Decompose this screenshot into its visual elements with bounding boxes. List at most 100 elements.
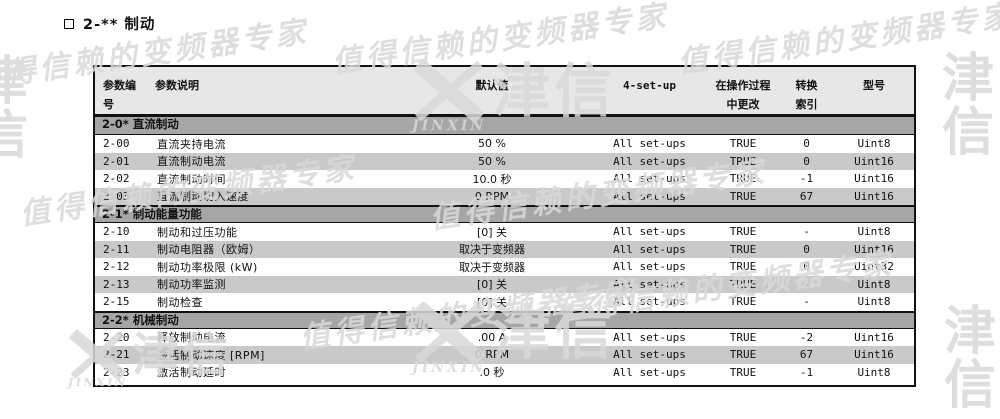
- param-number-cell: 2-01: [103, 154, 130, 168]
- section-header-row: 2-0* 直流制动: [95, 117, 914, 135]
- default-value-cell: 0 RPM: [474, 348, 510, 362]
- change-during-operation-cell: TRUE: [729, 172, 757, 186]
- conversion-index-cell: -: [803, 295, 810, 309]
- header-conversion-index: 转换 索引: [795, 79, 818, 111]
- table-row: 2-15 制动检查 [0] 关 All set-ups TRUE - Uint8: [95, 293, 914, 311]
- type-cell: Uint16: [854, 348, 894, 362]
- type-cell: Uint16: [854, 242, 894, 256]
- header-param-description: 参数说明: [155, 79, 199, 92]
- param-description-cell: 直流制动切入速度: [157, 190, 249, 204]
- param-description-cell: 制动电阻器（欧姆）: [157, 243, 261, 257]
- conversion-index-cell: 0: [803, 242, 810, 256]
- change-during-operation-cell: TRUE: [729, 330, 757, 344]
- default-value-cell: .0 秒: [479, 366, 505, 380]
- table-row: 2-01 直流制动电流 50 % All set-ups TRUE 0 Uint16: [95, 152, 914, 170]
- param-number-cell: 2-00: [103, 137, 130, 151]
- table-row: 2-23 激活制动延时 .0 秒 All set-ups TRUE -1 Uint8: [95, 363, 914, 381]
- header-default-value: 默认值: [475, 79, 509, 92]
- jinxin-cjk-watermark: 津 信: [943, 302, 996, 416]
- default-value-cell: 取决于变频器: [459, 260, 525, 274]
- conversion-index-cell: 0: [803, 154, 810, 168]
- default-value-cell: 0 RPM: [474, 189, 510, 203]
- change-during-operation-cell: TRUE: [729, 225, 757, 239]
- conversion-index-cell: -: [803, 225, 810, 239]
- default-value-cell: [0] 关: [476, 225, 508, 239]
- default-value-cell: 50 %: [478, 137, 506, 151]
- param-description-cell: 制动检查: [157, 295, 203, 309]
- table-row: 2-12 制动功率极限 (kW) 取决于变频器 All set-ups TRUE 0 Uin…: [95, 258, 914, 276]
- conversion-index-cell: -1: [799, 365, 814, 379]
- default-value-cell: .00 A: [477, 330, 507, 344]
- param-description-cell: 激活制动速度 [RPM]: [157, 348, 265, 362]
- set-up-cell: All set-ups: [613, 225, 686, 239]
- param-description-cell: 激活制动延时: [157, 366, 226, 380]
- set-up-cell: All set-ups: [613, 365, 686, 379]
- header-4-set-up: 4-set-up: [623, 79, 676, 92]
- param-number-cell: 2-13: [103, 277, 130, 291]
- param-description-cell: 直流制动电流: [157, 155, 226, 169]
- conversion-index-cell: 0: [803, 137, 810, 151]
- table-header-row: 参数编 号 参数说明 默认值 4-set-up 在操作过程 中更改 转换 索引 …: [95, 67, 914, 117]
- param-number-cell: 2-10: [103, 225, 130, 239]
- table-row: 2-13 制动功率监测 [0] 关 All set-ups TRUE - Uint8: [95, 275, 914, 293]
- type-cell: Uint16: [854, 172, 894, 186]
- table-row: 2-11 制动电阻器（欧姆） 取决于变频器 All set-ups TRUE 0 Uint1…: [95, 240, 914, 258]
- change-during-operation-cell: TRUE: [729, 137, 757, 151]
- parameter-table: 参数编 号 参数说明 默认值 4-set-up 在操作过程 中更改 转换 索引 …: [93, 65, 916, 387]
- change-during-operation-cell: TRUE: [729, 260, 757, 274]
- param-number-cell: 2-20: [103, 330, 130, 344]
- type-cell: Uint8: [857, 137, 891, 151]
- table-row: 2-03 直流制动切入速度 0 RPM All set-ups TRUE 67 Uint16: [95, 187, 914, 205]
- jinxin-cjk-watermark: 津 信: [0, 52, 28, 166]
- table-row: 2-20 释放制动电流 .00 A All set-ups TRUE -2 Uint16: [95, 328, 914, 346]
- section-header-row: 2-1* 制动能量功能: [95, 205, 914, 223]
- default-value-cell: 10.0 秒: [472, 172, 512, 186]
- square-bullet-icon: [64, 18, 74, 29]
- change-during-operation-cell: TRUE: [729, 154, 757, 168]
- param-description-cell: 制动和过压功能: [157, 225, 238, 239]
- set-up-cell: All set-ups: [613, 348, 686, 362]
- header-type: 型号: [863, 79, 885, 92]
- set-up-cell: All set-ups: [613, 137, 686, 151]
- set-up-cell: All set-ups: [613, 260, 686, 274]
- header-change-during-operation: 在操作过程 中更改: [715, 79, 771, 111]
- type-cell: Uint16: [854, 330, 894, 344]
- type-cell: Uint32: [854, 260, 894, 274]
- type-cell: Uint8: [857, 365, 891, 379]
- change-during-operation-cell: TRUE: [729, 365, 757, 379]
- conversion-index-cell: -1: [799, 172, 814, 186]
- type-cell: Uint8: [857, 295, 891, 309]
- param-number-cell: 2-11: [103, 242, 130, 256]
- conversion-index-cell: 67: [799, 189, 814, 203]
- conversion-index-cell: 67: [799, 348, 814, 362]
- param-number-cell: 2-15: [103, 295, 130, 309]
- param-description-cell: 制动功率监测: [157, 278, 226, 292]
- table-body: 2-0* 直流制动 2-00 直流夹持电流 50 % All set-ups TRUE 0 U…: [95, 117, 914, 381]
- set-up-cell: All set-ups: [613, 172, 686, 186]
- table-row: 2-21 激活制动速度 [RPM] 0 RPM All set-ups TRUE 67 Ui…: [95, 346, 914, 364]
- type-cell: Uint8: [857, 225, 891, 239]
- change-during-operation-cell: TRUE: [729, 242, 757, 256]
- conversion-index-cell: -: [803, 277, 810, 291]
- change-during-operation-cell: TRUE: [729, 348, 757, 362]
- param-number-cell: 2-03: [103, 189, 130, 203]
- page-title-text: 2-** 制动: [83, 17, 156, 33]
- type-cell: Uint16: [854, 189, 894, 203]
- conversion-index-cell: -2: [799, 330, 814, 344]
- change-during-operation-cell: TRUE: [729, 295, 757, 309]
- type-cell: Uint16: [854, 154, 894, 168]
- param-number-cell: 2-12: [103, 260, 130, 274]
- set-up-cell: All set-ups: [613, 295, 686, 309]
- param-description-cell: 直流制动时间: [157, 172, 226, 186]
- table-row: 2-02 直流制动时间 10.0 秒 All set-ups TRUE -1 Uint16: [95, 170, 914, 188]
- set-up-cell: All set-ups: [613, 330, 686, 344]
- default-value-cell: 取决于变频器: [459, 243, 525, 257]
- param-description-cell: 释放制动电流: [157, 331, 226, 345]
- change-during-operation-cell: TRUE: [729, 189, 757, 203]
- header-param-number: 参数编 号: [103, 79, 136, 111]
- conversion-index-cell: 0: [803, 260, 810, 274]
- param-number-cell: 2-23: [103, 365, 130, 379]
- set-up-cell: All set-ups: [613, 242, 686, 256]
- default-value-cell: [0] 关: [476, 295, 508, 309]
- table-bottom-padding: [95, 381, 914, 385]
